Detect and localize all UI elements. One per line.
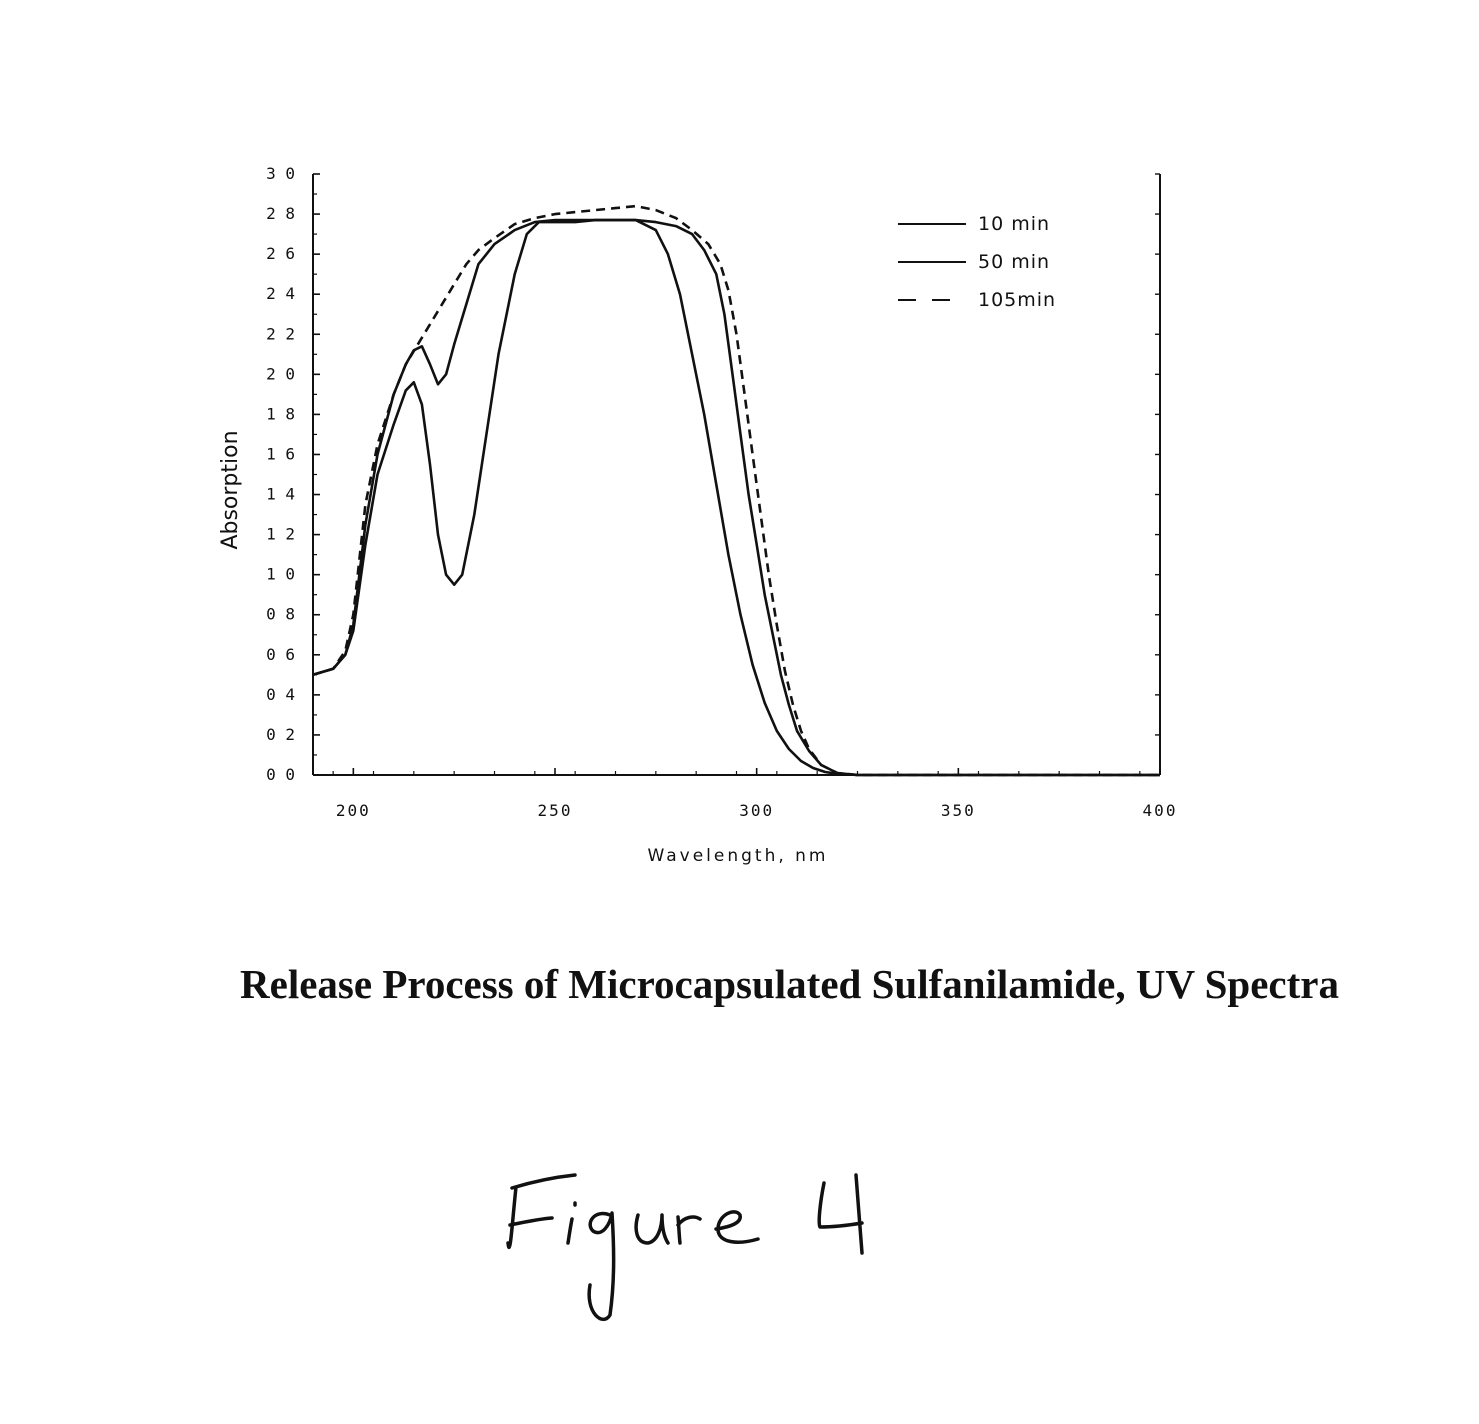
x-axis-label: Wavelength, nm [648, 846, 829, 866]
y-tick-label: 1 6 [266, 444, 295, 463]
y-tick-label: 2 4 [266, 284, 295, 303]
y-axis-label: Absorption [218, 430, 243, 549]
x-tick-label: 250 [538, 801, 573, 820]
y-tick-label: 0 6 [266, 645, 295, 664]
y-tick-label: 0 0 [266, 765, 295, 784]
y-tick-label: 0 2 [266, 725, 295, 744]
y-tick-label: 1 4 [266, 485, 295, 504]
y-tick-label: 2 8 [266, 204, 295, 223]
y-tick-label: 1 2 [266, 525, 295, 544]
y-tick-label: 0 8 [266, 605, 295, 624]
y-tick-label: 3 0 [266, 164, 295, 183]
chart-legend: 10 min 50 min 105min [898, 213, 1056, 311]
y-tick-label: 0 4 [266, 685, 295, 704]
legend-label-1: 10 min [978, 213, 1050, 235]
y-tick-label: 2 6 [266, 244, 295, 263]
y-tick-label: 1 0 [266, 565, 295, 584]
y-tick-label: 2 0 [266, 364, 295, 383]
x-tick-label: 350 [941, 801, 976, 820]
legend-label-2: 50 min [978, 251, 1050, 273]
uv-spectra-chart: 0 0 0 2 0 4 0 6 0 8 1 0 1 2 1 4 1 6 1 8 2 0 2 2 2 4 2… [0, 0, 1479, 900]
x-tick-label: 300 [739, 801, 774, 820]
handwritten-figure-label [490, 1165, 890, 1345]
x-tick-label: 400 [1143, 801, 1178, 820]
legend-label-3: 105min [978, 289, 1056, 311]
y-tick-label: 1 8 [266, 404, 295, 423]
figure-caption: Release Process of Microcapsulated Sulfa… [0, 960, 1479, 1008]
x-tick-label: 200 [336, 801, 371, 820]
y-tick-label: 2 2 [266, 324, 295, 343]
